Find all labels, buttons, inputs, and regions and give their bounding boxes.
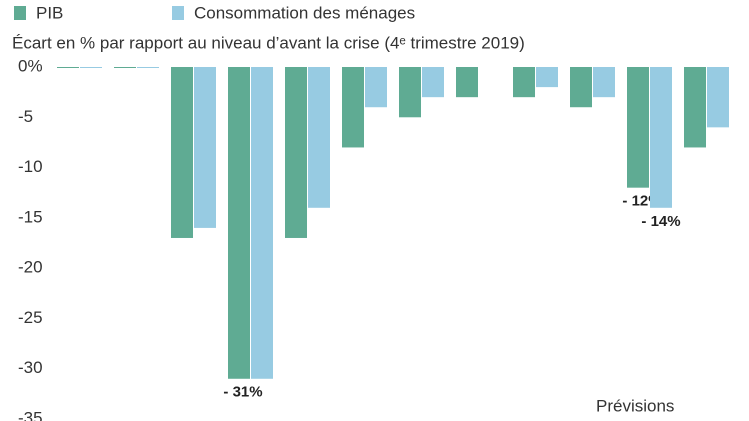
- value-label: - 14%: [641, 213, 680, 230]
- bar: [365, 67, 387, 108]
- bar: [308, 67, 330, 208]
- y-tick-label: -15: [18, 207, 43, 226]
- value-label: - 31%: [223, 384, 262, 401]
- legend-label: Consommation des ménages: [194, 3, 415, 22]
- bar: [137, 67, 159, 68]
- chart-title: Écart en % par rapport au niveau d’avant…: [12, 33, 525, 52]
- y-tick-label: -30: [18, 358, 43, 377]
- bar: [399, 67, 421, 118]
- bar: [570, 67, 592, 108]
- bar: [422, 67, 444, 98]
- y-tick-label: -5: [18, 107, 33, 126]
- bar: [171, 67, 193, 238]
- bar: [536, 67, 558, 88]
- bar: [593, 67, 615, 98]
- bar: [513, 67, 535, 98]
- legend-swatch: [172, 6, 184, 20]
- bar: [114, 67, 136, 68]
- bar: [228, 67, 250, 379]
- bar: [650, 67, 672, 208]
- y-tick-label: -25: [18, 308, 43, 327]
- bar: [80, 67, 102, 68]
- y-tick-label: -35: [18, 408, 43, 421]
- bar: [57, 67, 79, 68]
- y-tick-label: 0%: [18, 56, 43, 75]
- y-tick-label: -20: [18, 258, 43, 277]
- y-tick-label: -10: [18, 157, 43, 176]
- bar: [251, 67, 273, 379]
- legend-swatch: [14, 6, 26, 20]
- bar: [684, 67, 706, 148]
- bar: [707, 67, 729, 128]
- legend-label: PIB: [36, 3, 63, 22]
- bar: [456, 67, 478, 98]
- bar: [627, 67, 649, 188]
- bar: [285, 67, 307, 238]
- annotation: Prévisions: [596, 396, 674, 415]
- bar: [194, 67, 216, 228]
- bar: [342, 67, 364, 148]
